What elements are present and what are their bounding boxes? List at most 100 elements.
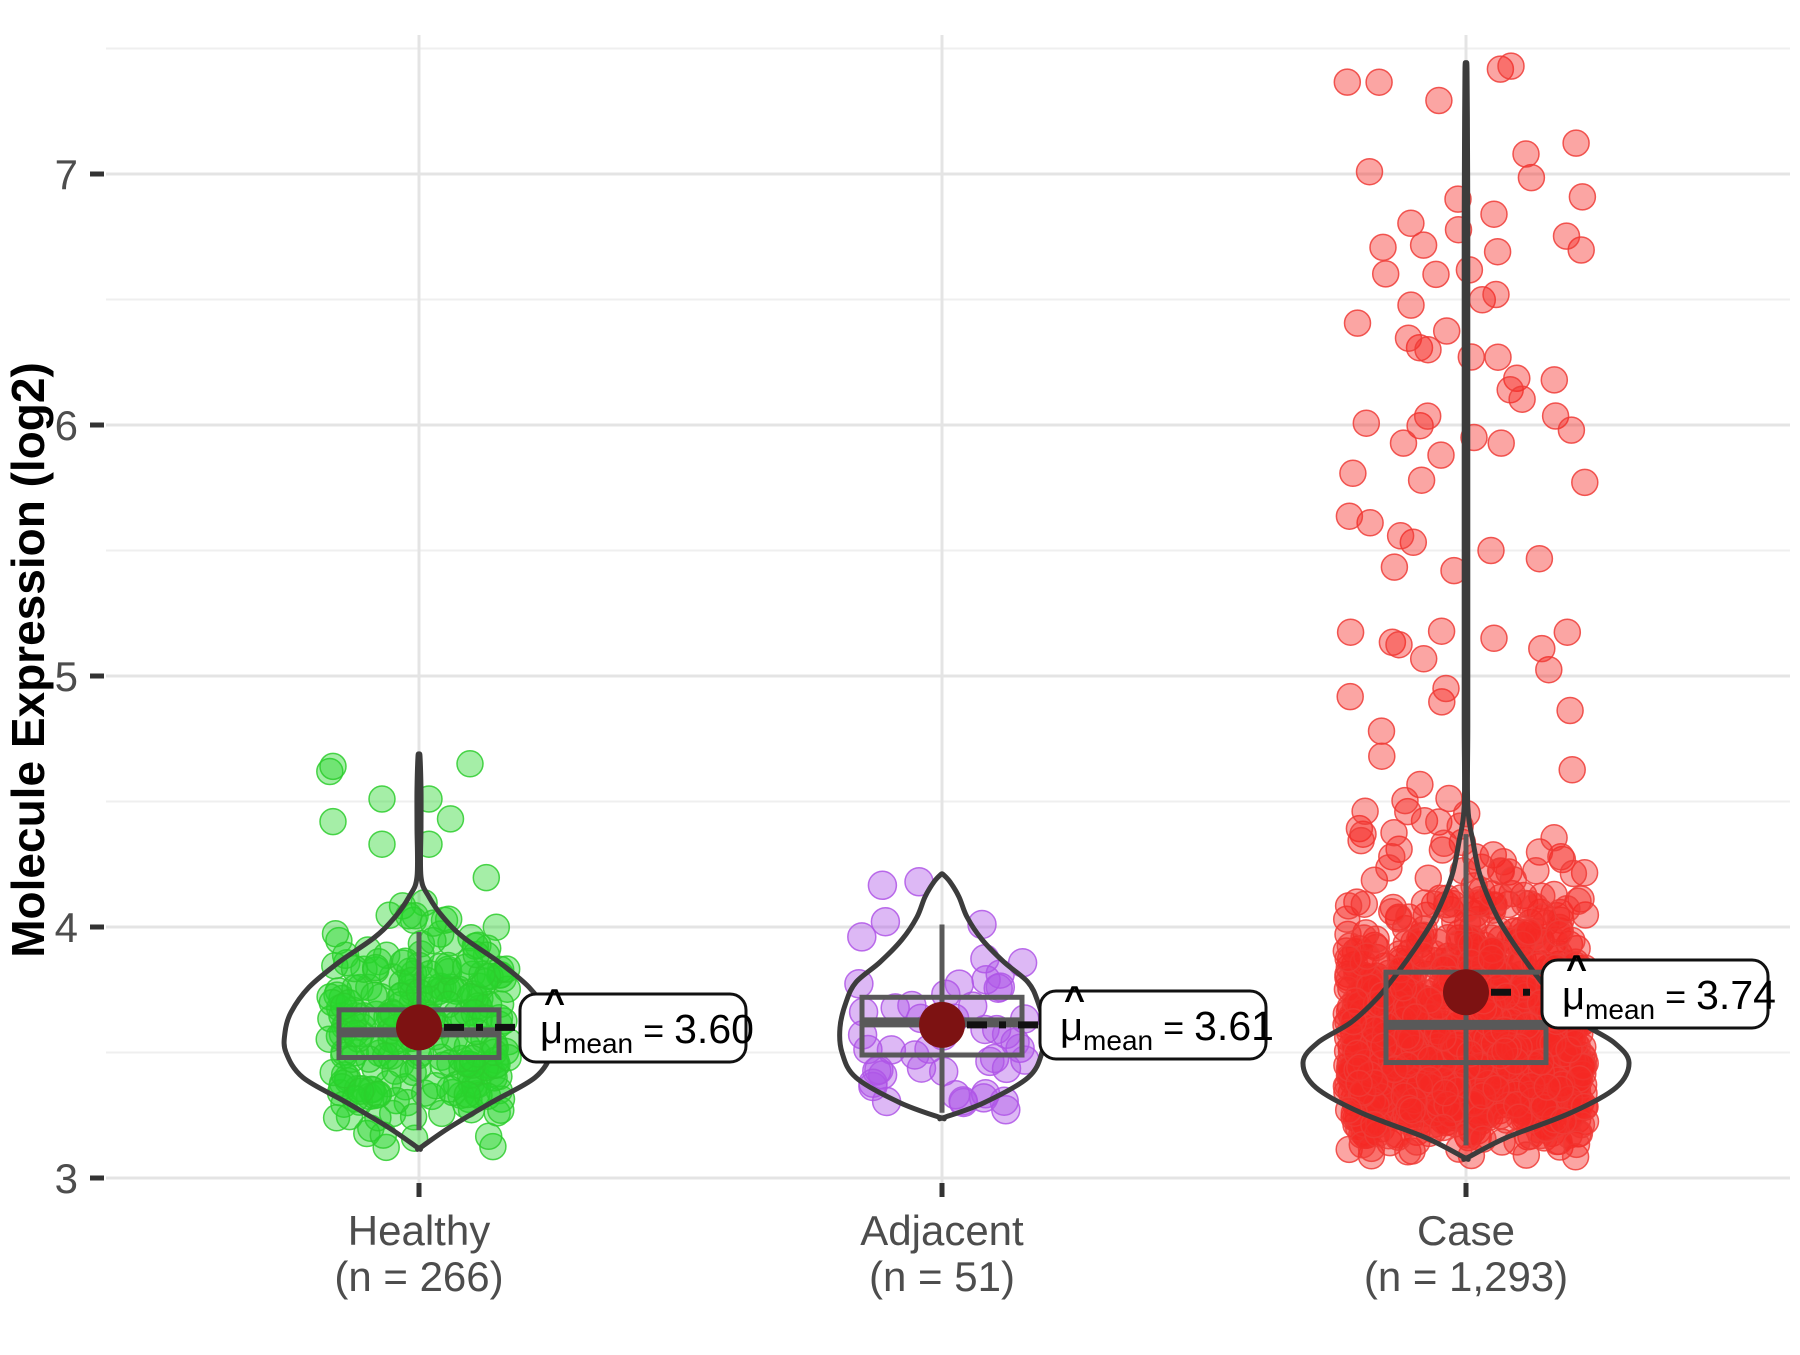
x-tick-label: Healthy (n = 266) [334, 1207, 503, 1300]
data-point-outlier [1482, 280, 1510, 309]
data-point [1553, 618, 1582, 646]
data-point [360, 981, 388, 1010]
data-point [867, 870, 898, 901]
data-point [1343, 1039, 1371, 1068]
x-tick-label: Case (n = 1,293) [1364, 1207, 1568, 1300]
data-point [1432, 317, 1461, 345]
data-point-outlier [1480, 624, 1508, 653]
data-point [361, 953, 390, 982]
data-point [970, 944, 1000, 974]
data-point [1336, 682, 1364, 711]
data-point [321, 919, 350, 948]
data-point [325, 926, 353, 955]
data-point [1486, 55, 1515, 83]
data-point [1414, 864, 1443, 892]
data-point [1483, 237, 1512, 266]
data-point [1535, 655, 1563, 684]
data-point [867, 1060, 898, 1090]
data-point [1487, 429, 1515, 457]
mean-dot [1443, 969, 1489, 1016]
data-point [1371, 260, 1400, 288]
axes: Healthy (n = 266) Adjacent (n = 51) Case (n =… [55, 151, 1569, 1300]
data-point [434, 990, 463, 1019]
data-point [1492, 982, 1521, 1011]
data-point [1425, 86, 1453, 115]
data-point-outlier [1484, 343, 1512, 371]
data-point [1343, 309, 1372, 337]
data-point [979, 1043, 1010, 1074]
data-point-outlier [368, 785, 396, 813]
data-point [1562, 129, 1590, 157]
data-point [1397, 209, 1425, 238]
violin-group-adjacent [837, 867, 1047, 1125]
data-point [1425, 808, 1453, 836]
data-point [1389, 974, 1418, 1002]
mean-label-box [1540, 958, 1770, 1030]
data-point-outlier [456, 750, 484, 778]
data-point [1389, 429, 1418, 457]
data-point [1397, 291, 1425, 319]
data-point [399, 1058, 427, 1087]
data-point [1545, 919, 1573, 948]
data-point [1375, 854, 1403, 882]
mean-label-box [1038, 989, 1268, 1061]
data-point [1409, 231, 1438, 259]
data-point [1567, 236, 1595, 264]
data-point [1367, 717, 1396, 745]
data-point [1391, 786, 1419, 815]
data-point-outlier [1414, 335, 1442, 364]
data-point [1540, 366, 1569, 394]
data-point [1334, 944, 1362, 973]
data-point [1512, 140, 1540, 168]
data-point [1416, 1045, 1445, 1073]
data-point [1333, 68, 1362, 96]
data-point-outlier [1477, 536, 1505, 565]
data-point [1351, 797, 1379, 826]
data-point [346, 1077, 375, 1105]
mean-dot [396, 1004, 442, 1051]
data-point [1395, 903, 1423, 931]
data-point [975, 1046, 1005, 1077]
violin-outline [1300, 60, 1632, 1162]
mean-dot [919, 1001, 965, 1048]
data-point [1553, 895, 1581, 923]
y-tick-label: 6 [55, 402, 78, 449]
data-point-outlier [319, 752, 347, 781]
data-point [329, 992, 358, 1020]
data-point [1568, 183, 1597, 211]
data-point [1380, 818, 1408, 847]
data-point [1562, 1130, 1591, 1159]
data-point [1350, 924, 1378, 952]
data-point [1345, 1069, 1373, 1098]
data-point [1468, 1082, 1497, 1110]
data-point [322, 1104, 351, 1132]
data-point [319, 1058, 347, 1087]
data-point [1394, 797, 1422, 826]
x-tick-label: Adjacent (n = 51) [860, 1207, 1024, 1300]
data-point [1347, 826, 1375, 855]
data-point [1552, 222, 1581, 250]
data-point [864, 1055, 894, 1085]
data-point [1528, 634, 1556, 663]
data-point-outlier [1497, 52, 1525, 80]
data-point [1555, 1036, 1583, 1064]
data-point [1431, 1079, 1459, 1107]
data-point [1557, 416, 1586, 444]
data-point [1380, 553, 1409, 581]
mean-label-text: μmean = 3.74 [1562, 972, 1776, 1025]
mean-labels: ^μmean = 3.60^μmean = 3.61^μmean = 3.74 [444, 947, 1776, 1064]
data-point [428, 1099, 456, 1128]
data-point [399, 1103, 428, 1131]
data-point [1508, 385, 1536, 413]
mu-hat-icon: ^ [1064, 978, 1085, 1019]
mean-label-text: μmean = 3.60 [540, 1006, 754, 1059]
data-point [394, 901, 423, 930]
data-point [1413, 402, 1442, 430]
data-point [1505, 1103, 1533, 1131]
data-point [1477, 944, 1506, 972]
data-point [1365, 68, 1393, 96]
data-point [1386, 522, 1415, 550]
data-point [1336, 618, 1365, 646]
data-point [1405, 333, 1434, 362]
data-point [1355, 157, 1384, 186]
